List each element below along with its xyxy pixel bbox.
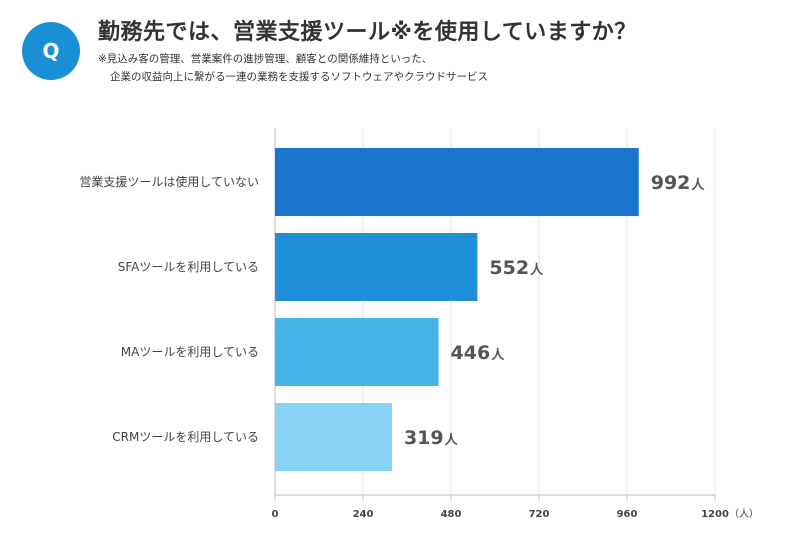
value-label: 446人: [451, 342, 506, 364]
x-tick-label: 720: [529, 509, 550, 520]
question-badge: Q: [22, 22, 80, 80]
category-label: 営業支援ツールは使用していない: [79, 174, 259, 189]
question-title: 勤務先では、営業支援ツール※を使用していますか？: [98, 20, 637, 45]
value-labels: 992人 552人 446人 319人: [404, 172, 705, 449]
question-note: ※見込み客の管理、営業案件の進捗管理、顧客との関係維持といった、 企業の収益向上…: [98, 50, 488, 86]
x-axis-unit: （人）: [729, 508, 759, 520]
bar: [275, 148, 639, 216]
x-tick-label: 960: [617, 509, 638, 520]
bar: [275, 233, 478, 301]
x-axis: 0 240 480 720 960 1200 （人）: [272, 494, 759, 520]
category-label: CRMツールを利用している: [112, 430, 259, 444]
x-tick-label: 480: [441, 509, 462, 520]
category-label: SFAツールを利用している: [118, 260, 259, 274]
bars: [275, 148, 639, 471]
bar: [275, 403, 392, 471]
bar: [275, 318, 439, 386]
category-label: MAツールを利用している: [121, 345, 259, 359]
x-tick-label: 0: [272, 509, 279, 520]
note-line-1: ※見込み客の管理、営業案件の進捗管理、顧客との関係維持といった、: [98, 53, 433, 65]
value-label: 319人: [404, 427, 459, 449]
value-label: 992人: [651, 172, 706, 194]
value-label: 552人: [489, 257, 544, 279]
x-tick-label: 1200: [701, 509, 729, 520]
category-labels: 営業支援ツールは使用していない SFAツールを利用している MAツールを利用している…: [79, 174, 259, 444]
x-tick-label: 240: [353, 509, 374, 520]
note-line-2: 企業の収益向上に繋がる一連の業務を支援するソフトウェアやクラウドサービス: [110, 71, 488, 83]
